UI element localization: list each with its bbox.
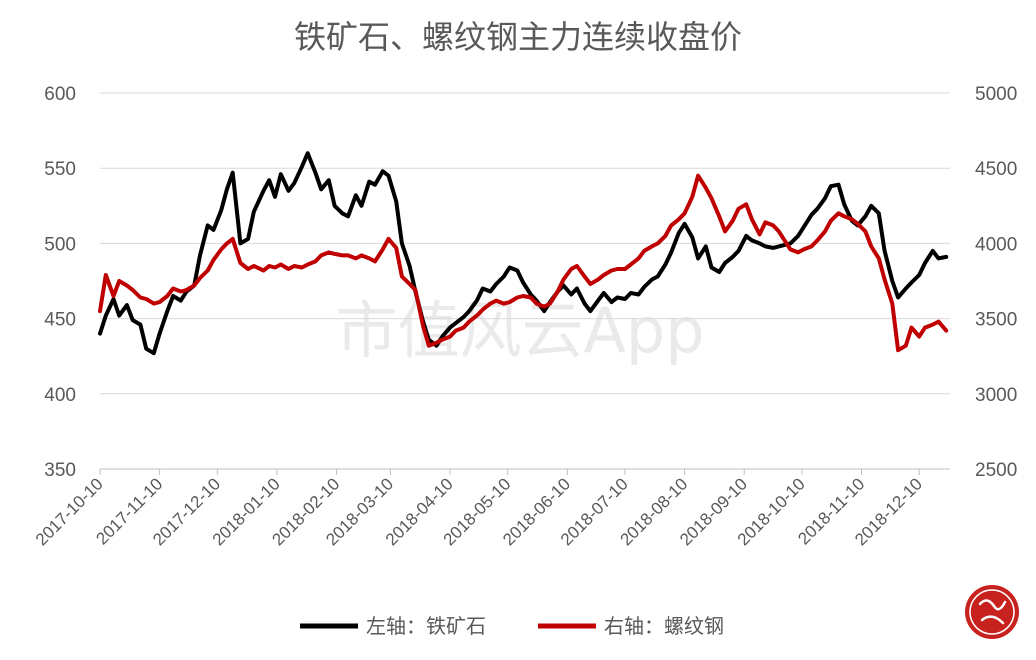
right-tick-label: 4500 [975,159,1017,180]
right-tick-label: 2500 [975,460,1017,481]
series-line-rebar [98,173,949,353]
series-lines [98,151,949,356]
legend: 左轴：铁矿石 右轴：螺纹钢 [300,614,724,638]
left-axis-ticks: 350 400 450 500 550 600 [44,84,76,481]
watermark-text: 市值风云App [335,294,704,367]
left-tick-label: 500 [44,234,76,255]
right-tick-label: 3000 [975,385,1017,406]
chart-title: 铁矿石、螺纹钢主力连续收盘价 [294,18,742,56]
seal-logo [965,585,1019,639]
left-tick-label: 600 [44,84,76,105]
left-tick-label: 450 [44,310,76,331]
right-tick-label: 5000 [975,84,1017,105]
x-axis-ticks: 2017-10-102017-11-102017-12-102018-01-10… [32,469,926,549]
left-tick-label: 550 [44,159,76,180]
left-tick-label: 400 [44,385,76,406]
right-tick-label: 3500 [975,310,1017,331]
legend-label-iron-ore: 左轴：铁矿石 [366,614,486,638]
right-tick-label: 4000 [975,234,1017,255]
left-tick-label: 350 [44,460,76,481]
series-line-iron-ore [98,151,949,356]
right-axis-ticks: 2500 3000 3500 4000 4500 5000 [975,84,1017,481]
legend-label-rebar: 右轴：螺纹钢 [604,614,724,638]
